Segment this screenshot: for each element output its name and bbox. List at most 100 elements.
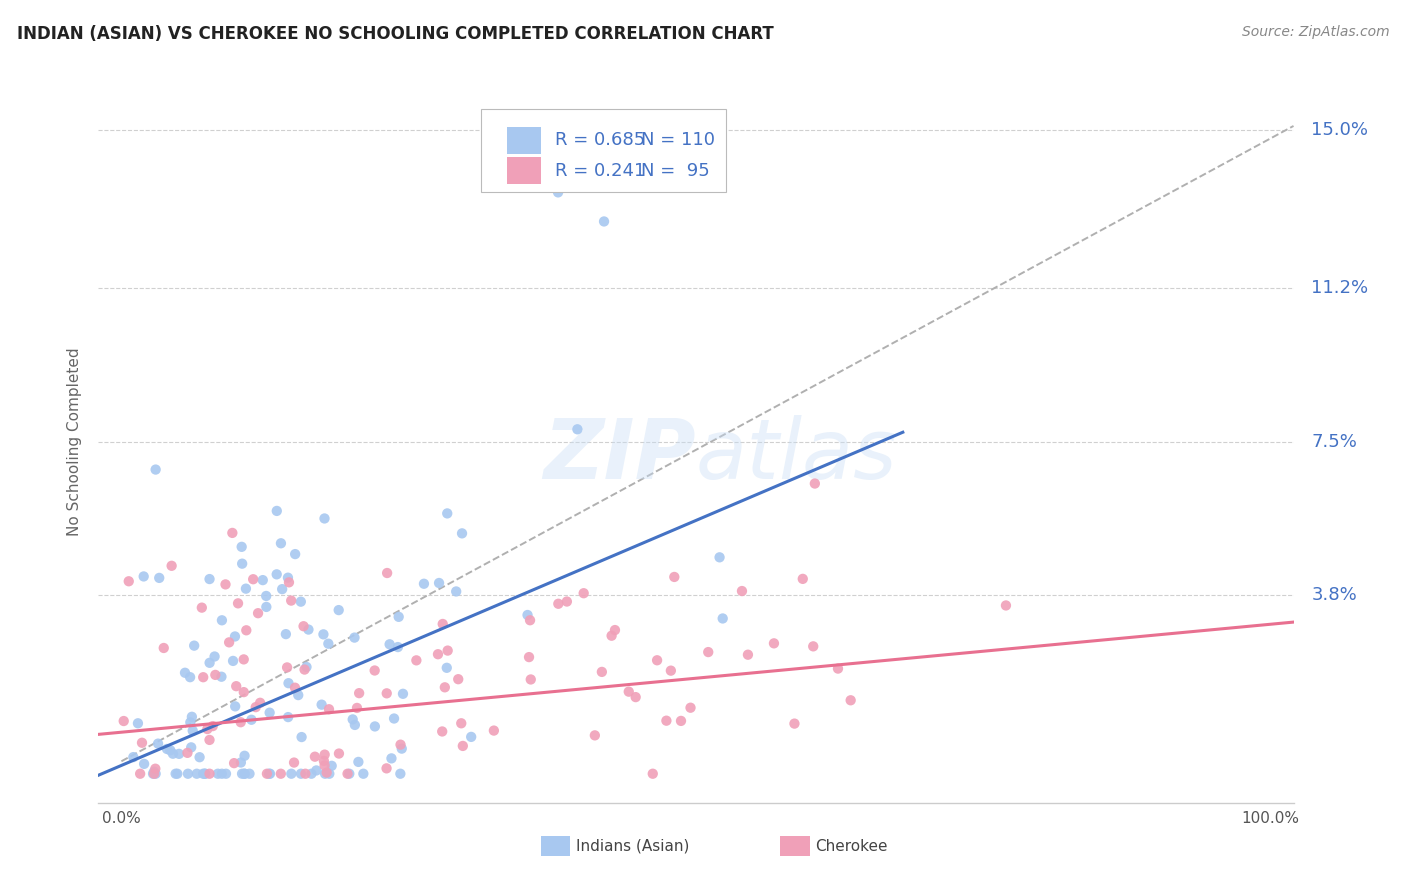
FancyBboxPatch shape bbox=[481, 109, 725, 193]
Point bbox=[342, 713, 364, 727]
Text: atlas: atlas bbox=[696, 416, 897, 497]
Point bbox=[240, 713, 263, 727]
Point bbox=[181, 723, 204, 738]
Point bbox=[659, 664, 682, 678]
Point bbox=[603, 623, 626, 637]
Text: INDIAN (ASIAN) VS CHEROKEE NO SCHOOLING COMPLETED CORRELATION CHART: INDIAN (ASIAN) VS CHEROKEE NO SCHOOLING … bbox=[17, 25, 773, 43]
Point bbox=[697, 645, 720, 659]
Point bbox=[382, 712, 405, 726]
Point bbox=[994, 599, 1017, 613]
Point bbox=[156, 742, 179, 756]
Point bbox=[314, 511, 336, 525]
Point bbox=[225, 679, 247, 693]
Point bbox=[436, 661, 458, 675]
Point bbox=[145, 766, 167, 780]
Point bbox=[195, 722, 218, 736]
Point bbox=[516, 607, 538, 622]
Point bbox=[436, 507, 458, 521]
Point bbox=[159, 743, 181, 757]
Point bbox=[436, 643, 458, 657]
Point bbox=[259, 706, 281, 720]
Text: ZIP: ZIP bbox=[543, 416, 696, 497]
Point bbox=[641, 766, 664, 780]
Point bbox=[444, 584, 467, 599]
Bar bbox=[508, 157, 541, 185]
Point bbox=[160, 558, 183, 573]
Text: N =  95: N = 95 bbox=[641, 161, 710, 179]
Point bbox=[343, 718, 366, 732]
Point bbox=[231, 557, 253, 571]
Point bbox=[218, 635, 240, 649]
Point bbox=[191, 766, 214, 780]
Bar bbox=[541, 836, 571, 856]
Point bbox=[827, 662, 849, 676]
Y-axis label: No Schooling Completed: No Schooling Completed bbox=[67, 347, 83, 536]
Point bbox=[347, 755, 370, 769]
Point bbox=[134, 756, 156, 771]
Point bbox=[762, 636, 785, 650]
Point bbox=[290, 766, 312, 780]
Point bbox=[347, 686, 370, 700]
Text: 3.8%: 3.8% bbox=[1312, 586, 1357, 604]
Point bbox=[211, 766, 233, 780]
Point bbox=[645, 653, 668, 667]
Point bbox=[194, 766, 217, 780]
Point bbox=[567, 422, 589, 436]
Point bbox=[129, 766, 152, 780]
Point bbox=[427, 576, 450, 591]
Point bbox=[254, 599, 277, 614]
Point bbox=[283, 756, 305, 770]
Text: Indians (Asian): Indians (Asian) bbox=[576, 838, 690, 854]
Point bbox=[131, 736, 153, 750]
Point bbox=[737, 648, 759, 662]
Point bbox=[118, 574, 141, 589]
Point bbox=[277, 710, 299, 724]
Point bbox=[235, 624, 257, 638]
Point bbox=[188, 750, 211, 764]
Point bbox=[312, 754, 335, 768]
Point bbox=[270, 766, 292, 780]
Text: R = 0.685: R = 0.685 bbox=[555, 131, 645, 150]
Point bbox=[222, 756, 245, 771]
Point bbox=[145, 462, 167, 476]
Point bbox=[242, 572, 264, 586]
Point bbox=[183, 639, 205, 653]
Point bbox=[122, 750, 145, 764]
Point bbox=[176, 746, 198, 760]
Point bbox=[162, 747, 184, 761]
Point bbox=[547, 186, 569, 200]
Point bbox=[152, 640, 174, 655]
Point bbox=[284, 681, 307, 695]
Point bbox=[297, 623, 319, 637]
Point bbox=[259, 766, 281, 780]
Point bbox=[312, 627, 335, 641]
Point bbox=[222, 654, 245, 668]
Point bbox=[311, 698, 333, 712]
Point bbox=[127, 716, 149, 731]
Point bbox=[233, 766, 256, 780]
Point bbox=[174, 665, 197, 680]
Bar bbox=[779, 836, 810, 856]
Point bbox=[519, 613, 541, 627]
Point bbox=[375, 686, 398, 700]
Point bbox=[432, 617, 454, 632]
Point bbox=[387, 640, 409, 654]
Point bbox=[378, 637, 401, 651]
Point bbox=[252, 573, 274, 587]
Point bbox=[278, 575, 301, 590]
Point bbox=[198, 656, 221, 670]
Point bbox=[451, 739, 474, 753]
Point bbox=[292, 619, 315, 633]
Point bbox=[280, 593, 302, 607]
Point bbox=[593, 214, 616, 228]
Point bbox=[583, 728, 606, 742]
Point bbox=[804, 476, 827, 491]
Point bbox=[166, 766, 188, 780]
Point bbox=[193, 670, 215, 684]
Point bbox=[233, 748, 256, 763]
Point bbox=[229, 756, 252, 770]
Point bbox=[318, 702, 340, 716]
Point bbox=[375, 761, 398, 775]
Point bbox=[271, 582, 294, 596]
Text: 15.0%: 15.0% bbox=[1312, 121, 1368, 139]
